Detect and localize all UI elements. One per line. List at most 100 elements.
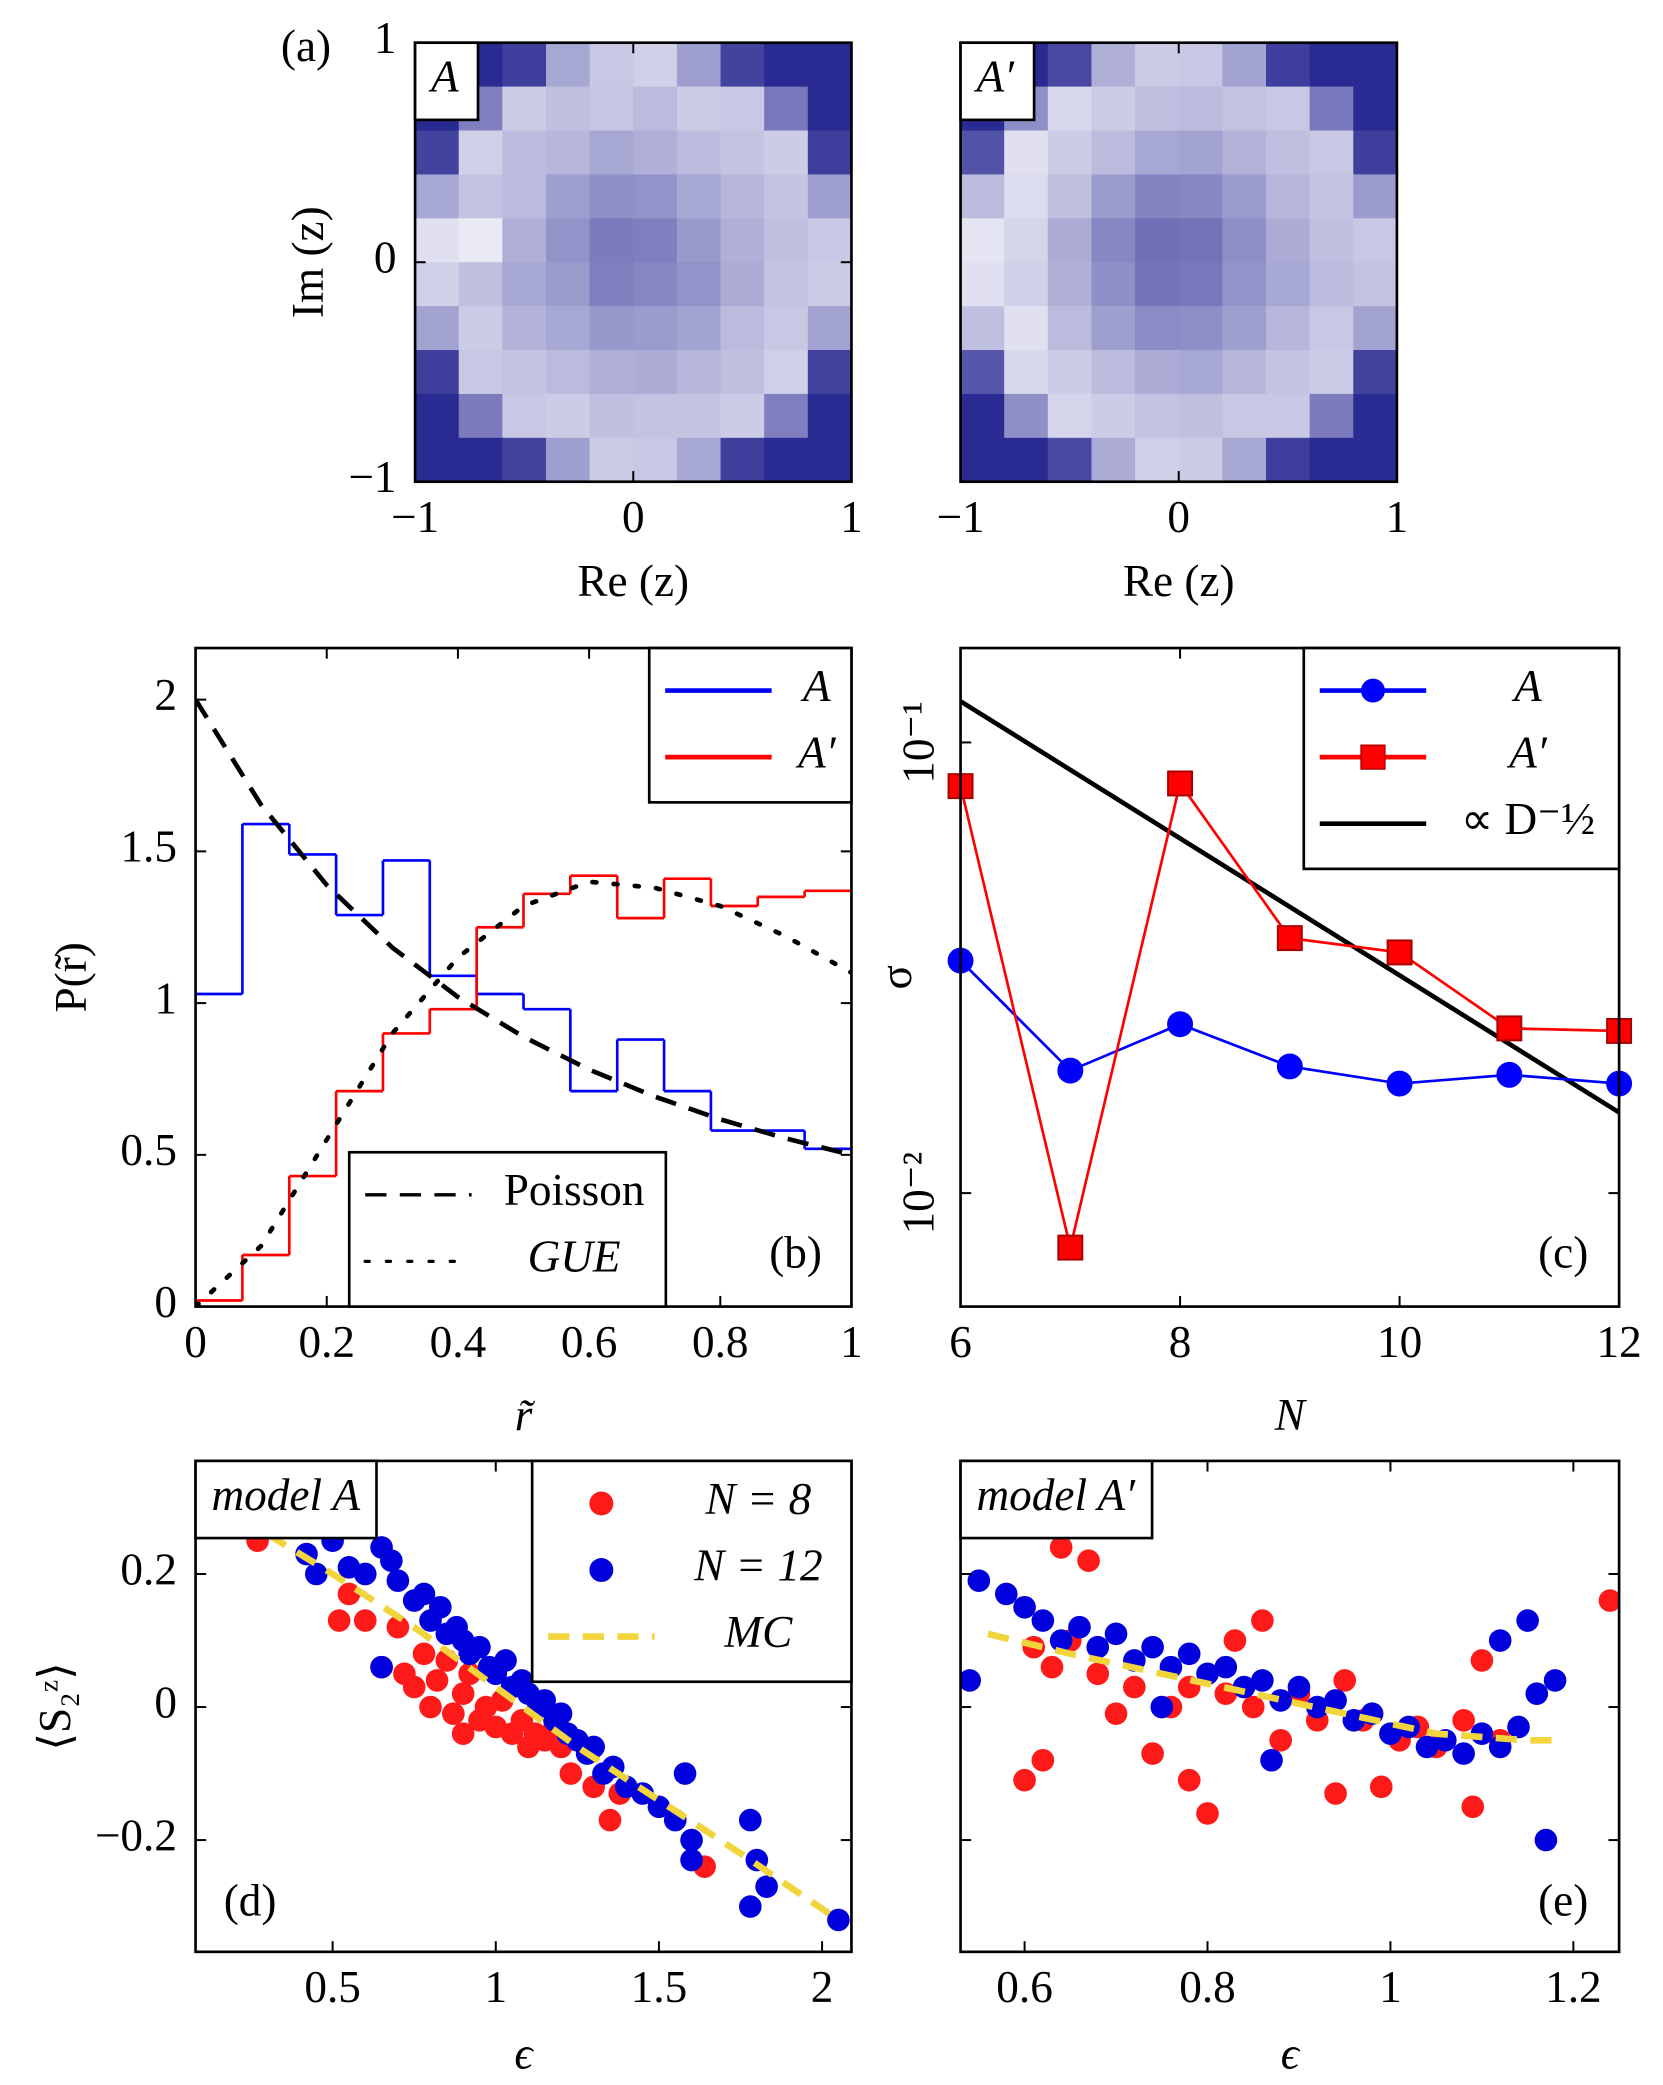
heat-cell: [676, 174, 722, 219]
y-tick-label: 0: [154, 1677, 177, 1727]
heat-cell: [720, 218, 765, 263]
heat-cell: [502, 350, 547, 395]
marker: [1386, 1070, 1413, 1097]
heat-cell: [1353, 350, 1397, 395]
heat-cell: [1353, 130, 1397, 176]
heat-cell: [676, 437, 722, 482]
scatter-point: [738, 1895, 762, 1918]
heat-cell: [1091, 42, 1136, 88]
heat-cell: [1222, 130, 1267, 176]
curve: [195, 698, 852, 1158]
heat-cell: [589, 86, 634, 132]
heat-cell: [1309, 86, 1354, 132]
panel-tag: A: [428, 52, 459, 102]
heat-cell: [1353, 86, 1397, 132]
scatter-point: [1525, 1682, 1549, 1706]
heat-cell: [1004, 218, 1049, 263]
curve: [265, 1531, 841, 1923]
legend-label: N = 8: [704, 1474, 811, 1524]
x-tick-label: 6: [949, 1317, 972, 1367]
marker: [1496, 1015, 1523, 1042]
heat-cell: [1047, 42, 1093, 88]
plot-area: [960, 1536, 1620, 1852]
scatter-point: [827, 1908, 850, 1932]
heat-cell: [633, 437, 678, 482]
heat-cell: [1266, 306, 1311, 351]
panel-tag: model A: [212, 1470, 361, 1520]
legend-label: ∝ D⁻½: [1461, 794, 1595, 844]
heat-cell: [676, 130, 722, 176]
scatter-point: [1251, 1609, 1274, 1632]
legend-marker: [1360, 744, 1386, 770]
heat-cell: [1266, 42, 1311, 88]
heat-cell: [502, 218, 547, 263]
heat-cell: [1135, 262, 1180, 307]
scatter-point: [451, 1722, 475, 1745]
heat-cell: [1353, 174, 1397, 219]
scatter-point: [353, 1562, 377, 1586]
heat-cell: [1004, 262, 1049, 307]
heat-cell: [764, 437, 809, 482]
heat-cell: [1266, 218, 1311, 263]
curve: [195, 879, 852, 1307]
scatter-point: [533, 1689, 557, 1712]
heat-cell: [1091, 174, 1136, 219]
heat-cell: [545, 262, 591, 307]
y-tick-label: 1: [154, 973, 177, 1023]
heat-cell: [1309, 350, 1354, 395]
scatter-point: [1333, 1669, 1357, 1692]
heat-cell: [1091, 262, 1136, 307]
scatter-point: [304, 1562, 328, 1586]
heat-cell: [676, 86, 722, 132]
scatter-point: [1214, 1655, 1238, 1679]
scatter-point: [1031, 1609, 1055, 1632]
marker: [1276, 1053, 1303, 1080]
heat-cell: [502, 130, 547, 176]
heat-cell: [1178, 350, 1224, 395]
scatter-point: [1470, 1649, 1494, 1672]
scatter-point: [1104, 1702, 1128, 1725]
heat-cell: [633, 218, 678, 263]
scatter-point: [353, 1609, 377, 1632]
scatter-point: [451, 1682, 475, 1706]
x-tick-label: 0.4: [430, 1317, 487, 1367]
plot-area: [960, 42, 1397, 482]
heat-cell: [720, 174, 765, 219]
heat-cell: [1047, 350, 1093, 395]
heat-cell: [502, 437, 547, 482]
heat-cell: [1178, 130, 1224, 176]
heat-cell: [807, 86, 852, 132]
y-tick-label: 1.5: [120, 822, 177, 872]
x-tick-label: −1: [936, 492, 984, 542]
heat-cell: [1309, 306, 1354, 351]
heat-cell: [1222, 218, 1267, 263]
heat-cell: [415, 130, 460, 176]
x-axis-label: ϵ: [1281, 2029, 1301, 2079]
heat-cell: [1178, 42, 1224, 88]
heat-cell: [1353, 306, 1397, 351]
panel-label: (c): [1538, 1228, 1588, 1278]
heat-cell: [502, 86, 547, 132]
scatter-point: [327, 1609, 351, 1632]
heat-cell: [545, 437, 591, 482]
scatter-point: [755, 1875, 778, 1898]
legend-box: [530, 1459, 853, 1684]
scatter-point: [1251, 1669, 1274, 1692]
scatter-point: [960, 1669, 982, 1692]
scatter-point: [1068, 1615, 1091, 1639]
y-tick-label: 0: [374, 233, 397, 283]
scatter-point: [1534, 1828, 1558, 1852]
panel-label: (d): [224, 1876, 277, 1926]
curve: [960, 699, 1620, 1115]
scatter-point: [1123, 1675, 1146, 1699]
marker: [1276, 925, 1303, 952]
heat-cell: [545, 86, 591, 132]
legend-label: A: [1511, 661, 1542, 711]
heat-cell: [458, 437, 504, 482]
heat-cell: [589, 42, 634, 88]
scatter-point: [647, 1795, 671, 1819]
heat-cell: [960, 350, 1005, 395]
scatter-point: [680, 1828, 703, 1852]
heat-cell: [633, 86, 678, 132]
marker: [1496, 1061, 1523, 1088]
